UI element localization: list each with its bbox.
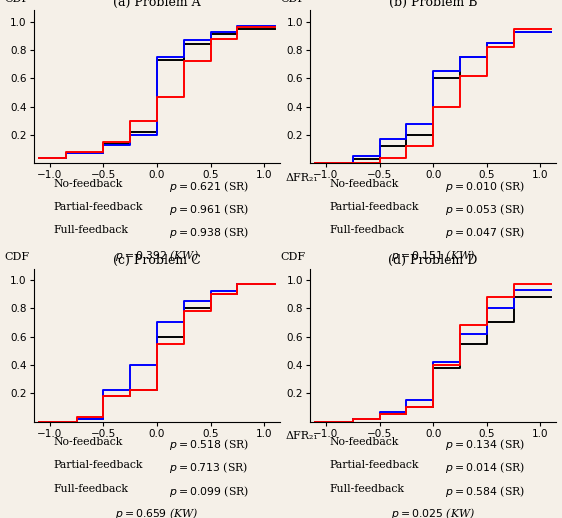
Title: (b) Problem B: (b) Problem B (389, 0, 477, 9)
Text: Partial-feedback: Partial-feedback (53, 461, 143, 470)
Text: No-feedback: No-feedback (329, 179, 399, 189)
Text: $p = 0.659$ (KW): $p = 0.659$ (KW) (115, 506, 199, 518)
Text: Full-feedback: Full-feedback (329, 225, 405, 235)
Text: Partial-feedback: Partial-feedback (329, 202, 419, 212)
Text: ΔFR₂₁: ΔFR₂₁ (285, 431, 318, 441)
Text: No-feedback: No-feedback (53, 179, 123, 189)
Text: CDF: CDF (4, 252, 29, 263)
Text: CDF: CDF (280, 0, 305, 4)
Text: No-feedback: No-feedback (53, 437, 123, 447)
Text: $p = 0.134$ (SR): $p = 0.134$ (SR) (446, 437, 525, 452)
Text: $p = 0.025$ (KW): $p = 0.025$ (KW) (391, 506, 475, 518)
Text: Full-feedback: Full-feedback (329, 483, 405, 494)
Title: (d) Problem D: (d) Problem D (388, 254, 478, 267)
Text: $p = 0.713$ (SR): $p = 0.713$ (SR) (169, 461, 248, 476)
Text: $p = 0.392$ (KW): $p = 0.392$ (KW) (115, 248, 199, 263)
Text: CDF: CDF (280, 252, 305, 263)
Text: Partial-feedback: Partial-feedback (53, 202, 143, 212)
Text: $p = 0.099$ (SR): $p = 0.099$ (SR) (169, 483, 250, 498)
Text: Full-feedback: Full-feedback (53, 483, 129, 494)
Text: $p = 0.053$ (SR): $p = 0.053$ (SR) (446, 202, 525, 217)
Text: ΔFR₂₁: ΔFR₂₁ (285, 172, 318, 182)
Text: $p = 0.584$ (SR): $p = 0.584$ (SR) (446, 483, 525, 498)
Title: (a) Problem A: (a) Problem A (113, 0, 201, 9)
Text: $p = 0.938$ (SR): $p = 0.938$ (SR) (169, 225, 250, 240)
Text: $p = 0.518$ (SR): $p = 0.518$ (SR) (169, 437, 250, 452)
Text: CDF: CDF (4, 0, 29, 4)
Text: No-feedback: No-feedback (329, 437, 399, 447)
Text: Full-feedback: Full-feedback (53, 225, 129, 235)
Text: $p = 0.014$ (SR): $p = 0.014$ (SR) (446, 461, 525, 476)
Text: $p = 0.010$ (SR): $p = 0.010$ (SR) (446, 179, 525, 194)
Text: ΔFR₂₁: ΔFR₂₁ (561, 431, 562, 441)
Text: $p = 0.961$ (SR): $p = 0.961$ (SR) (169, 202, 250, 217)
Text: $p = 0.151$ (KW): $p = 0.151$ (KW) (391, 248, 475, 263)
Text: ΔFR₂₁: ΔFR₂₁ (561, 172, 562, 182)
Text: $p = 0.047$ (SR): $p = 0.047$ (SR) (446, 225, 525, 240)
Title: (c) Problem C: (c) Problem C (113, 254, 201, 267)
Text: Partial-feedback: Partial-feedback (329, 461, 419, 470)
Text: $p = 0.621$ (SR): $p = 0.621$ (SR) (169, 179, 250, 194)
